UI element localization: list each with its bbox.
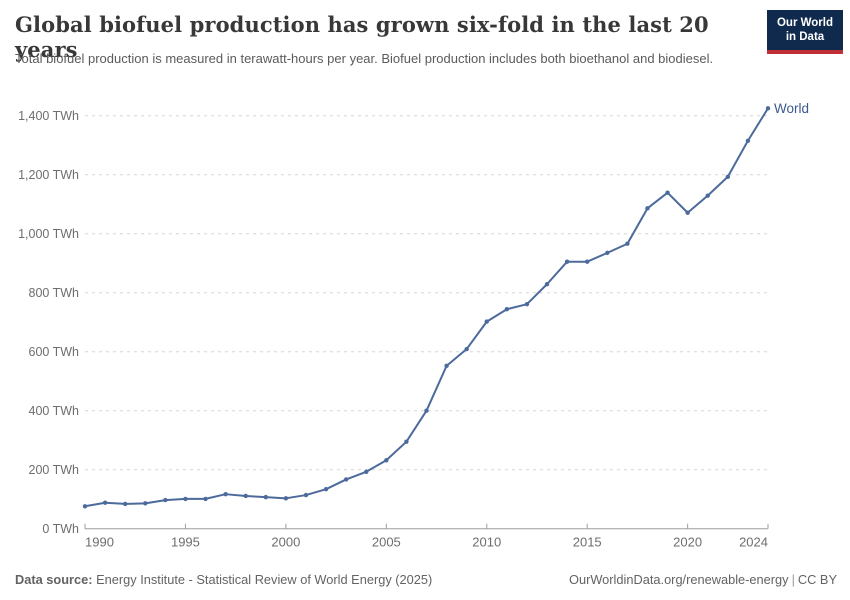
data-point — [564, 259, 570, 264]
data-point — [625, 241, 630, 246]
data-point — [283, 496, 289, 501]
owid-logo: Our World in Data — [767, 10, 843, 54]
data-point — [444, 363, 449, 369]
chart-subtitle: Total biofuel production is measured in … — [15, 51, 714, 66]
y-tick-label: 800 TWh — [29, 286, 80, 300]
data-point — [384, 458, 389, 463]
data-point — [263, 494, 268, 500]
data-point — [524, 302, 530, 307]
data-point — [605, 250, 610, 256]
data-source-text: Energy Institute - Statistical Review of… — [92, 572, 433, 587]
x-tick-label: 2024 — [739, 535, 768, 550]
y-tick-label: 1,000 TWh — [18, 227, 79, 241]
y-tick-label: 200 TWh — [29, 463, 80, 477]
x-tick-label: 1995 — [171, 535, 200, 550]
data-point — [504, 307, 510, 312]
license-badge: CC BY — [797, 572, 837, 587]
data-point — [243, 493, 248, 499]
data-point — [765, 106, 771, 111]
y-tick-label: 1,400 TWh — [18, 109, 79, 123]
footer-separator: | — [791, 572, 795, 587]
data-point — [102, 500, 108, 505]
y-tick-label: 400 TWh — [29, 404, 80, 418]
x-tick-label: 2000 — [271, 535, 300, 550]
data-point — [424, 408, 429, 413]
data-point — [745, 138, 751, 143]
data-source-label: Data source: — [15, 572, 93, 587]
data-point — [665, 190, 670, 195]
data-point — [343, 477, 349, 482]
data-point — [585, 259, 590, 264]
data-point — [484, 319, 489, 324]
x-tick-label: 2005 — [372, 535, 401, 550]
x-tick-label: 2015 — [573, 535, 602, 550]
owid-link[interactable]: OurWorldinData.org/renewable-energy — [569, 572, 789, 587]
data-point — [223, 491, 228, 497]
series-end-label: World — [774, 101, 809, 116]
data-point — [464, 346, 469, 352]
owid-logo-line1: Our World — [776, 17, 833, 29]
data-line-world — [84, 107, 769, 508]
data-point — [82, 504, 88, 509]
data-point — [323, 486, 329, 492]
chart-footer: Data source: Energy Institute - Statisti… — [15, 572, 837, 587]
owid-logo-line2: in Data — [785, 31, 825, 44]
data-point — [685, 210, 690, 215]
data-point — [645, 206, 650, 211]
x-tick-label: 2020 — [673, 535, 702, 550]
y-tick-label: 1,200 TWh — [18, 168, 79, 182]
data-point — [163, 497, 168, 503]
data-point — [122, 501, 128, 507]
y-tick-label: 600 TWh — [29, 345, 80, 359]
data-point — [364, 469, 369, 474]
x-tick-label: 1990 — [85, 535, 114, 550]
data-point — [725, 174, 731, 179]
data-point — [404, 439, 409, 444]
data-point — [544, 281, 550, 287]
data-source: Data source: Energy Institute - Statisti… — [15, 572, 432, 587]
data-point — [183, 496, 188, 502]
y-tick-label: 0 TWh — [42, 522, 79, 536]
x-tick-label: 2010 — [472, 535, 501, 550]
footer-right: OurWorldinData.org/renewable-energy | CC B… — [569, 572, 837, 587]
data-point — [705, 193, 710, 198]
data-point — [143, 501, 148, 506]
chart-title: Global biofuel production has grown six-… — [15, 12, 709, 62]
data-point — [203, 496, 208, 502]
data-point — [303, 492, 309, 498]
